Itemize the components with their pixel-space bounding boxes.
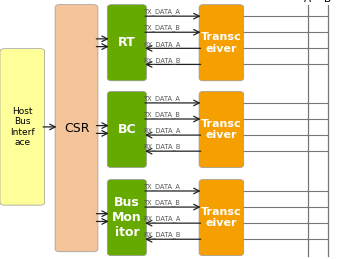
Text: Transc
eiver: Transc eiver xyxy=(201,32,242,54)
FancyBboxPatch shape xyxy=(55,5,98,252)
FancyBboxPatch shape xyxy=(107,5,147,81)
Text: A: A xyxy=(304,0,311,4)
FancyBboxPatch shape xyxy=(0,49,45,205)
Text: CSR: CSR xyxy=(64,122,89,135)
Text: Bus
Mon
itor: Bus Mon itor xyxy=(112,196,142,239)
Text: TX_DATA_B: TX_DATA_B xyxy=(144,111,180,118)
Text: TX_DATA_A: TX_DATA_A xyxy=(144,9,180,15)
Text: RX_DATA_A: RX_DATA_A xyxy=(144,41,181,48)
FancyBboxPatch shape xyxy=(199,179,244,256)
Text: BC: BC xyxy=(118,123,136,136)
Text: RX_DATA_A: RX_DATA_A xyxy=(144,128,181,134)
FancyBboxPatch shape xyxy=(199,91,244,168)
Text: RX_DATA_B: RX_DATA_B xyxy=(144,232,181,239)
Text: TX_DATA_B: TX_DATA_B xyxy=(144,199,180,206)
Text: B: B xyxy=(324,0,331,4)
Text: TX_DATA_B: TX_DATA_B xyxy=(144,25,180,32)
Text: RX_DATA_B: RX_DATA_B xyxy=(144,57,181,64)
FancyBboxPatch shape xyxy=(107,91,147,168)
Text: TX_DATA_A: TX_DATA_A xyxy=(144,183,180,190)
Text: Transc
eiver: Transc eiver xyxy=(201,119,242,140)
Text: TX_DATA_A: TX_DATA_A xyxy=(144,95,180,102)
Text: Transc
eiver: Transc eiver xyxy=(201,207,242,228)
Text: RT: RT xyxy=(118,36,136,49)
FancyBboxPatch shape xyxy=(107,179,147,256)
Text: Host
Bus
Interf
ace: Host Bus Interf ace xyxy=(10,107,35,147)
FancyBboxPatch shape xyxy=(199,5,244,81)
Text: RX_DATA_A: RX_DATA_A xyxy=(144,216,181,222)
Text: RX_DATA_B: RX_DATA_B xyxy=(144,144,181,150)
